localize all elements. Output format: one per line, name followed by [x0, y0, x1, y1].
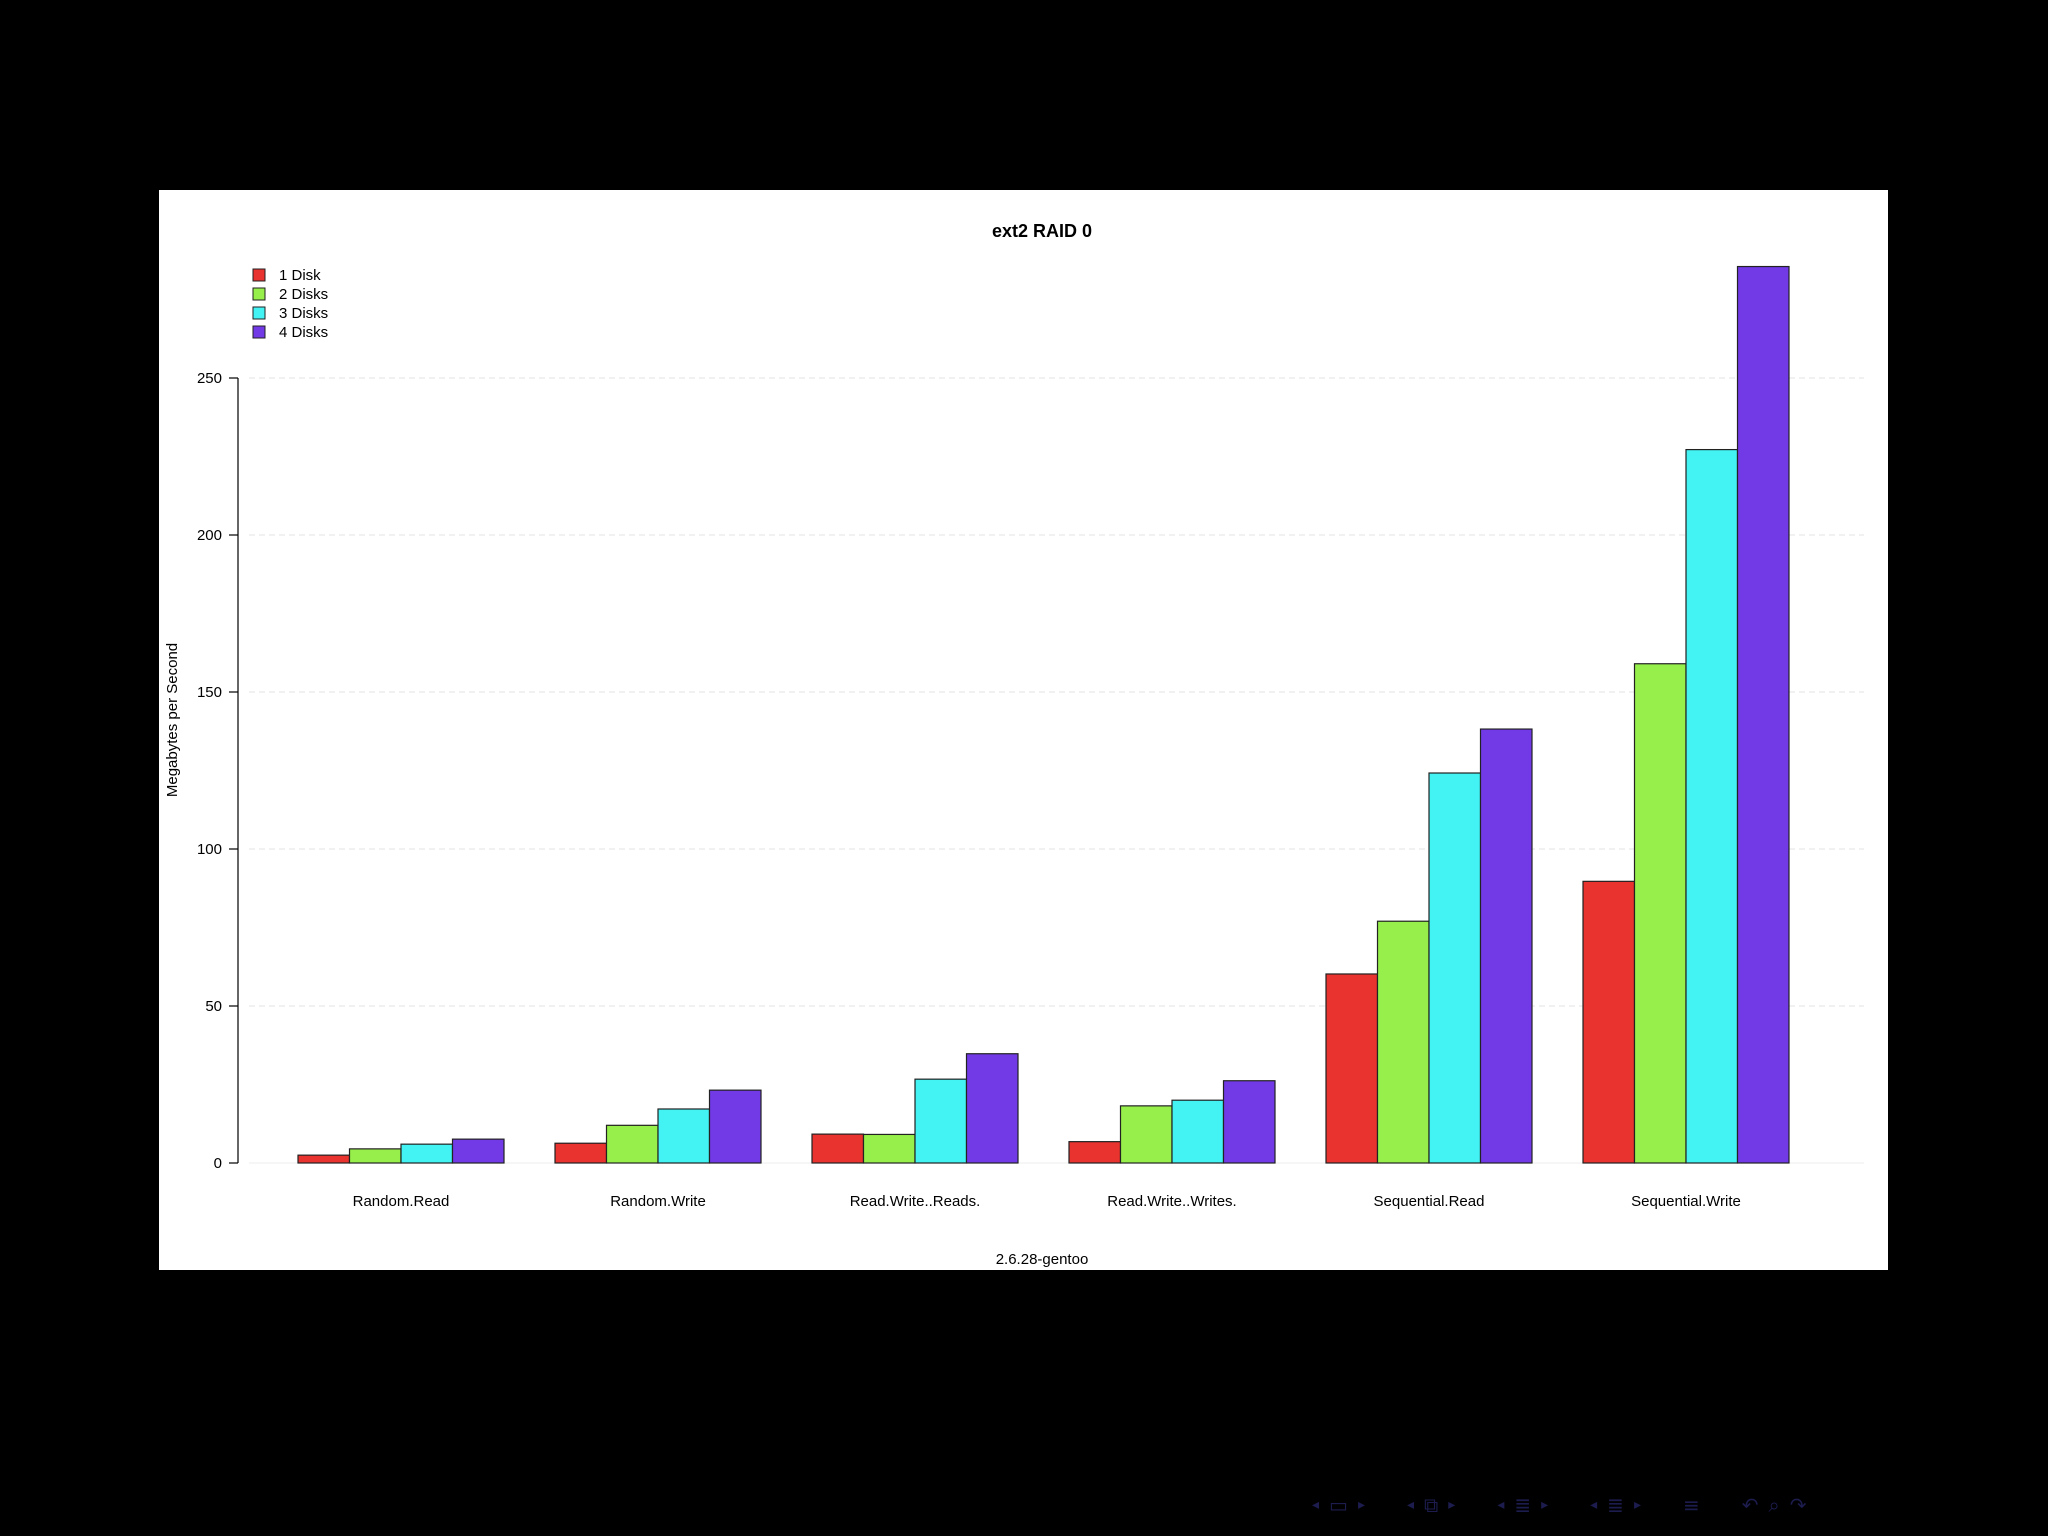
x-category-label: Read.Write..Reads.: [850, 1193, 981, 1210]
bar: [348, 1148, 402, 1164]
x-category-label: Read.Write..Writes.: [1107, 1193, 1236, 1210]
y-axis: 0 50 100 150 200 250: [197, 370, 239, 1172]
bar: [554, 1142, 608, 1164]
bar: [1068, 1141, 1122, 1164]
toc-icon[interactable]: ≡: [1682, 1493, 1700, 1517]
bar: [914, 1078, 968, 1164]
bar: [862, 1133, 916, 1164]
legend-swatch: [252, 268, 266, 282]
y-tick-label: 150: [197, 684, 222, 701]
bar: [605, 1124, 659, 1164]
legend-swatch: [252, 306, 266, 320]
bar: [1428, 772, 1482, 1164]
nav-left-arrow-icon[interactable]: ◂: [1312, 1497, 1320, 1513]
chart-title: ext2 RAID 0: [992, 221, 1092, 241]
frame-icon[interactable]: ▭: [1329, 1493, 1348, 1517]
legend-label: 4 Disks: [279, 324, 328, 341]
bar: [1582, 880, 1636, 1164]
x-category-label: Sequential.Write: [1631, 1193, 1741, 1210]
document-icon[interactable]: ≣: [1607, 1493, 1624, 1517]
bar: [1633, 663, 1687, 1164]
x-axis-title: 2.6.28-gentoo: [996, 1251, 1089, 1268]
bar: [965, 1053, 1019, 1164]
nav-left-arrow-icon[interactable]: ◂: [1406, 1497, 1414, 1513]
bar: [1685, 448, 1739, 1164]
x-category-label: Random.Write: [610, 1193, 706, 1210]
bar: [1171, 1099, 1225, 1164]
x-axis-categories: Random.Read Random.Write Read.Write..Reads…: [353, 1193, 1741, 1210]
y-tick-label: 100: [197, 841, 222, 858]
search-icon[interactable]: ⌕: [1768, 1493, 1780, 1517]
x-category-label: Sequential.Read: [1374, 1193, 1485, 1210]
bars: [297, 265, 1790, 1164]
nav-right-arrow-icon[interactable]: ▸: [1448, 1497, 1456, 1513]
nav-right-arrow-icon[interactable]: ▸: [1357, 1497, 1365, 1513]
bar: [811, 1133, 865, 1164]
bar: [1376, 920, 1430, 1164]
x-category-label: Random.Read: [353, 1193, 450, 1210]
bar: [297, 1154, 351, 1164]
legend-swatch: [252, 325, 266, 339]
subsection-icon[interactable]: ⧉: [1424, 1493, 1439, 1517]
nav-left-arrow-icon[interactable]: ◂: [1590, 1497, 1598, 1513]
legend: 1 Disk 2 Disks 3 Disks 4 Disks: [252, 267, 328, 341]
nav-right-arrow-icon[interactable]: ▸: [1541, 1497, 1549, 1513]
legend-swatch: [252, 287, 266, 301]
bar: [400, 1143, 454, 1164]
bar: [657, 1108, 711, 1164]
legend-label: 1 Disk: [279, 267, 321, 284]
bar: [1479, 728, 1533, 1164]
bar: [1325, 973, 1379, 1164]
bar: [1119, 1105, 1173, 1164]
legend-label: 3 Disks: [279, 305, 328, 322]
nav-right-arrow-icon[interactable]: ▸: [1633, 1497, 1641, 1513]
slide-navigation-bar: ◂ ▭ ▸ ◂ ⧉ ▸ ◂ ≣ ▸ ◂ ≣ ▸ ≡ ↶ ⌕ ↷: [1310, 1490, 2030, 1520]
bar: [1222, 1080, 1276, 1164]
y-tick-label: 50: [205, 998, 222, 1015]
legend-label: 2 Disks: [279, 286, 328, 303]
y-tick-label: 200: [197, 527, 222, 544]
bar: [708, 1089, 762, 1164]
y-tick-label: 0: [214, 1155, 222, 1172]
y-tick-label: 250: [197, 370, 222, 387]
nav-left-arrow-icon[interactable]: ◂: [1497, 1497, 1505, 1513]
back-icon[interactable]: ↶: [1741, 1493, 1759, 1517]
section-icon[interactable]: ≣: [1514, 1493, 1532, 1517]
bar: [1736, 265, 1790, 1164]
y-axis-title: Megabytes per Second: [164, 643, 181, 797]
forward-icon[interactable]: ↷: [1789, 1493, 1807, 1517]
bar: [451, 1138, 505, 1164]
chart-slide: 0 50 100 150 200 250 Random.Read Random.Write R…: [159, 190, 1888, 1270]
